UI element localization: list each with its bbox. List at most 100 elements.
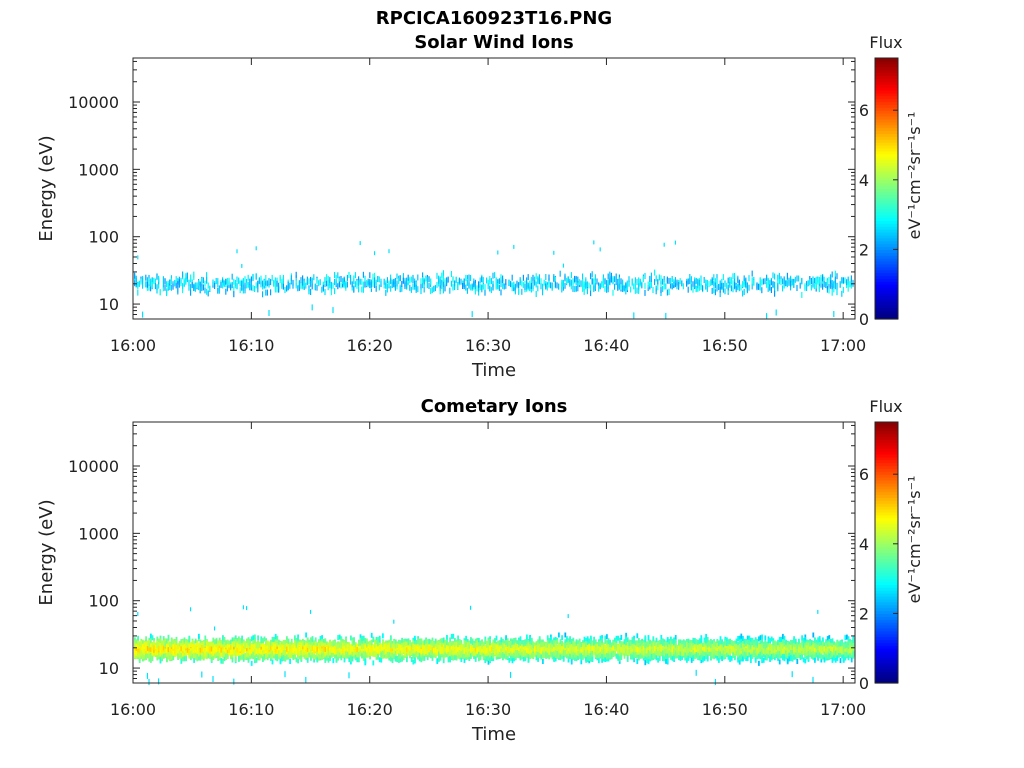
heatmap-cell (161, 647, 163, 653)
heatmap-cell (238, 639, 240, 645)
heatmap-cell (199, 639, 202, 645)
colorbar-segment (875, 116, 898, 120)
heatmap-cell (265, 649, 267, 655)
heatmap-cell (249, 641, 251, 647)
heatmap-cell (266, 643, 269, 649)
heatmap-cell (254, 286, 256, 292)
heatmap-cell (351, 656, 354, 662)
heatmap-cell (343, 277, 345, 284)
heatmap-cell (422, 645, 424, 650)
heatmap-cell (388, 644, 391, 650)
colorbar-tick-label: 0 (859, 310, 869, 329)
heatmap-cell (470, 654, 472, 659)
heatmap-cell (422, 655, 424, 661)
heatmap-cell (484, 289, 486, 296)
heatmap-cell (185, 641, 187, 647)
heatmap-cell (738, 285, 740, 292)
heatmap-cell (444, 643, 447, 649)
heatmap-cell (231, 657, 234, 663)
heatmap-cell (833, 286, 835, 293)
heatmap-cell (534, 279, 536, 286)
heatmap-cell (500, 289, 502, 296)
heatmap-cell (703, 277, 705, 283)
heatmap-cell (817, 278, 819, 285)
heatmap-cell (364, 281, 366, 288)
heatmap-cell (217, 640, 219, 646)
heatmap-cell (284, 639, 287, 645)
heatmap-cell (478, 637, 480, 643)
heatmap-cell (174, 644, 176, 650)
heatmap-cell (484, 648, 487, 654)
heatmap-cell (287, 284, 289, 291)
heatmap-cell (282, 655, 285, 660)
heatmap-cell (286, 639, 288, 645)
heatmap-cell (298, 641, 301, 647)
heatmap-cell (430, 645, 432, 651)
heatmap-cell (250, 276, 252, 283)
heatmap-cell (390, 656, 392, 662)
heatmap-cell (242, 278, 244, 285)
heatmap-cell (369, 651, 371, 657)
heatmap-cell (391, 279, 393, 286)
colorbar-segment (875, 237, 898, 242)
heatmap-cell (732, 286, 734, 293)
heatmap-cell (196, 649, 199, 655)
heatmap-cell (436, 659, 439, 664)
heatmap-cell (284, 650, 287, 655)
heatmap-cell (753, 279, 755, 286)
heatmap-cell (278, 642, 280, 648)
heatmap-cell (156, 636, 159, 642)
heatmap-cell (366, 652, 368, 658)
heatmap-cell (335, 275, 337, 281)
heatmap-cell (348, 657, 351, 663)
heatmap-cell (308, 647, 311, 653)
heatmap-cell (266, 280, 268, 287)
heatmap-cell (465, 635, 467, 641)
heatmap-cell (313, 640, 315, 646)
heatmap-cell (226, 278, 228, 284)
heatmap-cell (449, 651, 451, 657)
heatmap-cell (175, 282, 177, 289)
heatmap-cell (406, 653, 408, 658)
heatmap-cell (316, 651, 319, 657)
heatmap-cell (350, 635, 352, 641)
heatmap-cell (625, 282, 627, 289)
heatmap-cell (305, 282, 307, 289)
heatmap-cell (279, 641, 282, 647)
heatmap-cell (225, 649, 227, 655)
colorbar-segment (875, 185, 898, 190)
heatmap-cell (313, 657, 315, 663)
heatmap-cell (244, 653, 247, 658)
heatmap-cell (409, 640, 411, 646)
heatmap-cell (650, 272, 652, 279)
heatmap-cell (442, 658, 445, 664)
heatmap-cell (822, 283, 824, 290)
heatmap-cell (521, 280, 523, 287)
heatmap-cell (260, 643, 263, 649)
heatmap-cell (401, 656, 403, 662)
heatmap-cell (484, 636, 487, 642)
colorbar-segment (875, 258, 898, 262)
heatmap-cell (468, 274, 470, 281)
heatmap-cell (398, 643, 400, 649)
heatmap-cell (158, 638, 160, 644)
heatmap-cell (193, 283, 195, 290)
heatmap-cell (514, 283, 516, 290)
heatmap-cell (572, 285, 574, 292)
heatmap-cell (402, 642, 405, 648)
heatmap-cell (348, 672, 350, 679)
heatmap-cell (359, 634, 362, 640)
heatmap-cell (362, 651, 365, 656)
heatmap-cell (284, 671, 286, 678)
heatmap-cell (423, 278, 425, 285)
heatmap-cell (318, 653, 320, 659)
heatmap-cell (410, 646, 413, 652)
heatmap-cell (586, 281, 588, 288)
heatmap-cell (468, 651, 471, 657)
heatmap-cell (282, 644, 285, 650)
heatmap-cell (366, 647, 368, 653)
heatmap-cell (714, 282, 716, 289)
heatmap-cell (150, 650, 152, 655)
